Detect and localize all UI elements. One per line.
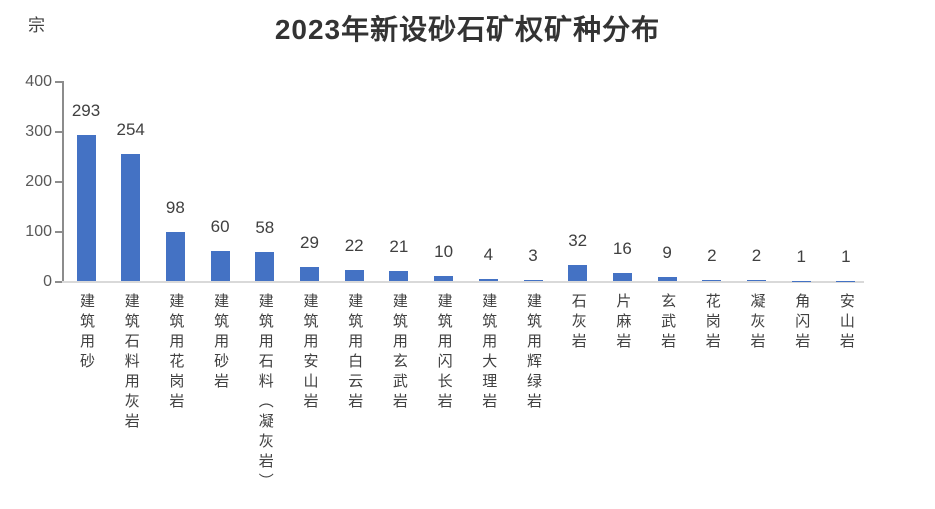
bar-value-label: 2 bbox=[707, 246, 717, 265]
bar bbox=[836, 280, 856, 281]
bar bbox=[657, 276, 677, 281]
category-label: 片麻岩 bbox=[614, 293, 632, 353]
category-label: 凝灰岩 bbox=[748, 293, 766, 353]
y-tick-label: 200 bbox=[25, 173, 52, 190]
x-axis-line bbox=[62, 281, 864, 283]
bar bbox=[165, 232, 185, 281]
bar bbox=[121, 154, 141, 281]
bar bbox=[612, 273, 632, 281]
category-label: 建筑用白云岩 bbox=[346, 293, 364, 413]
bar-value-label: 58 bbox=[255, 218, 275, 237]
bar-value-label: 2 bbox=[751, 246, 762, 265]
category-label: 建筑用砂岩 bbox=[212, 293, 230, 393]
category-label: 建筑用花岗岩 bbox=[167, 293, 185, 413]
y-tick-mark bbox=[55, 281, 62, 283]
bar-value-label: 16 bbox=[612, 239, 632, 258]
bar bbox=[747, 280, 766, 281]
y-tick-label: 100 bbox=[25, 223, 52, 240]
bar bbox=[389, 270, 409, 281]
bar-value-label: 10 bbox=[434, 242, 454, 261]
category-label: 角闪岩 bbox=[793, 293, 811, 353]
category-label: 建筑用闪长岩 bbox=[435, 293, 453, 413]
bar-value-label: 293 bbox=[71, 100, 101, 120]
category-label: 玄武岩 bbox=[659, 293, 677, 353]
bar bbox=[210, 251, 230, 281]
bar bbox=[478, 279, 498, 281]
category-label: 花岗岩 bbox=[703, 293, 721, 353]
bar bbox=[434, 276, 454, 281]
category-label: 建筑石料用灰岩 bbox=[122, 293, 140, 433]
bar bbox=[791, 280, 811, 281]
y-tick-label: 300 bbox=[25, 123, 52, 140]
category-label: 建筑用大理岩 bbox=[480, 293, 498, 413]
bar bbox=[255, 252, 275, 281]
y-axis-line bbox=[62, 81, 64, 283]
category-label: 安山岩 bbox=[837, 293, 855, 353]
category-label: 建筑用砂 bbox=[78, 293, 95, 373]
y-tick-label: 400 bbox=[25, 73, 52, 90]
bar-value-label: 9 bbox=[662, 242, 672, 262]
bar-value-label: 29 bbox=[300, 232, 319, 252]
bar bbox=[523, 279, 543, 281]
bar-value-label: 1 bbox=[841, 246, 851, 266]
category-label: 建筑用安山岩 bbox=[301, 293, 319, 413]
category-label: 建筑用石料（凝灰岩） bbox=[256, 293, 274, 493]
bar-value-label: 3 bbox=[528, 245, 538, 265]
y-tick-label: 0 bbox=[43, 273, 52, 290]
category-label: 建筑用玄武岩 bbox=[390, 293, 408, 413]
bar bbox=[568, 265, 588, 281]
bar-value-label: 32 bbox=[568, 231, 588, 250]
bar-value-label: 21 bbox=[389, 236, 409, 256]
y-tick-mark bbox=[55, 131, 62, 133]
bar bbox=[300, 266, 319, 281]
bar-value-label: 98 bbox=[165, 198, 185, 217]
bar-value-label: 60 bbox=[210, 217, 230, 236]
category-label: 石灰岩 bbox=[569, 293, 587, 353]
chart-title: 2023年新设砂石矿权矿种分布 bbox=[274, 14, 661, 45]
bar-value-label: 4 bbox=[483, 245, 494, 264]
bar bbox=[702, 280, 722, 281]
y-tick-mark bbox=[55, 181, 62, 183]
bar-value-label: 22 bbox=[344, 236, 364, 255]
bar-value-label: 254 bbox=[116, 120, 145, 139]
bar bbox=[344, 270, 364, 281]
category-label: 建筑用辉绿岩 bbox=[525, 293, 542, 413]
y-axis-unit-label: 宗 bbox=[28, 16, 45, 35]
y-tick-mark bbox=[55, 231, 62, 233]
bar bbox=[76, 134, 96, 281]
y-tick-mark bbox=[55, 81, 62, 83]
bar-value-label: 1 bbox=[796, 246, 806, 266]
